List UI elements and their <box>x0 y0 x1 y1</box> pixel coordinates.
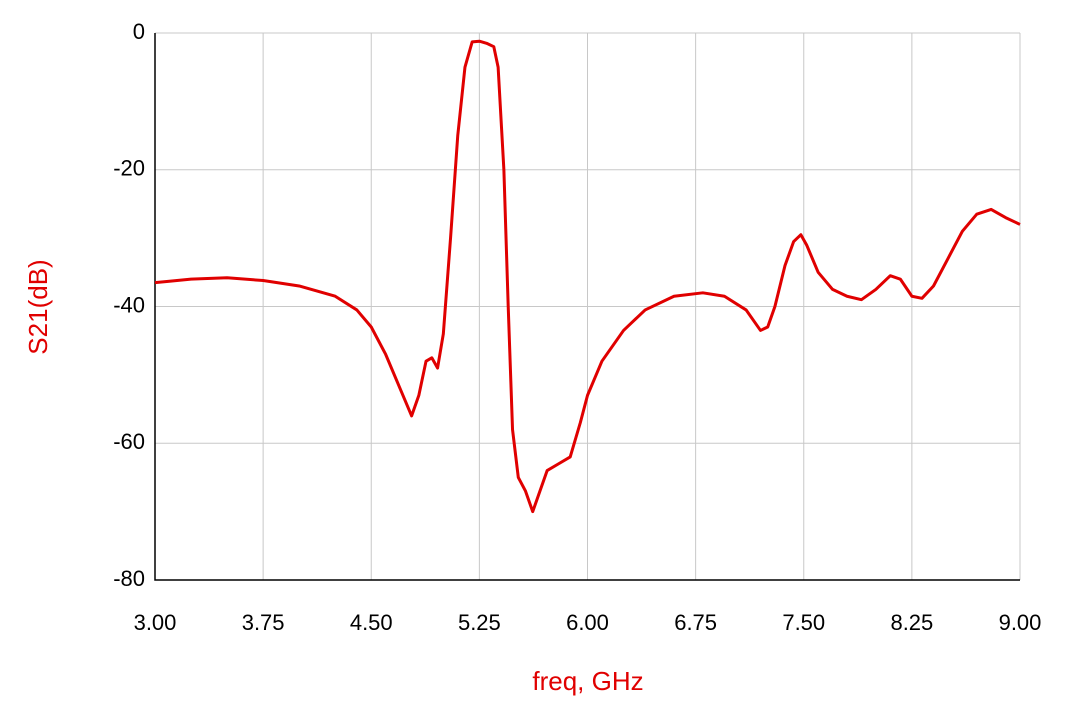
y-tick-label: -80 <box>113 566 145 591</box>
y-tick-label: -60 <box>113 429 145 454</box>
y-tick-label: 0 <box>133 19 145 44</box>
x-tick-label: 7.50 <box>782 610 825 635</box>
x-tick-label: 3.75 <box>242 610 285 635</box>
x-tick-label: 4.50 <box>350 610 393 635</box>
x-tick-label: 8.25 <box>890 610 933 635</box>
x-tick-label: 9.00 <box>999 610 1042 635</box>
y-axis-label: S21(dB) <box>23 259 53 354</box>
x-tick-label: 3.00 <box>134 610 177 635</box>
x-tick-label: 6.75 <box>674 610 717 635</box>
x-axis-label: freq, GHz <box>532 666 643 696</box>
y-tick-label: -20 <box>113 156 145 181</box>
x-tick-label: 5.25 <box>458 610 501 635</box>
axis-frame <box>154 33 1020 581</box>
y-tick-label: -40 <box>113 292 145 317</box>
data-line <box>154 39 1021 514</box>
x-tick-label: 6.00 <box>566 610 609 635</box>
